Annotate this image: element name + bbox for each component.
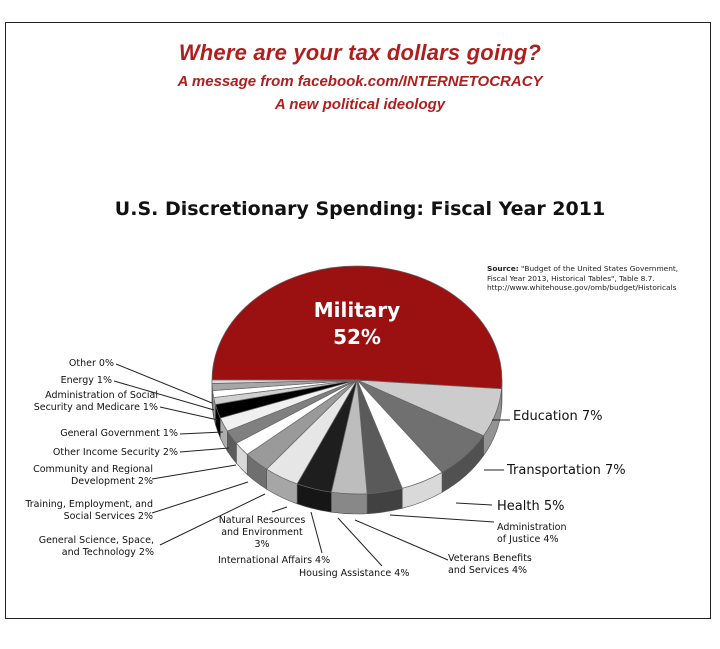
slice-label-natural-resources-and-environment: Natural Resources and Environment 3%: [219, 515, 306, 550]
slice-value-military: 52%: [333, 325, 381, 349]
slice-label-general-government: General Government 1%: [60, 428, 178, 439]
leader-line-housing-assistance: [337, 517, 383, 567]
slice-label-administration-of-justice: Administration of Justice 4%: [497, 522, 567, 545]
subheadline: A message from facebook.com/INTERNETOCRA…: [177, 73, 543, 90]
chart-title: U.S. Discretionary Spending: Fiscal Year…: [114, 198, 606, 220]
source-text-3: http://www.whitehouse.gov/omb/budget/His…: [487, 283, 677, 292]
leader-line-other: [115, 363, 213, 404]
slice-label-community-and-regional-development: Community and Regional Development 2%: [33, 464, 153, 487]
leader-line-general-science-space-and-technology: [159, 493, 266, 546]
leader-line-administration-of-social-security-and-medicare: [159, 406, 219, 421]
pie-slice-other: [211, 379, 358, 384]
slice-label-other-income-security: Other Income Security 2%: [53, 447, 178, 458]
source-label: Source:: [487, 264, 519, 273]
pie-slice-military: [211, 265, 503, 390]
leader-line-training-employment-and-social-services: [151, 481, 249, 514]
source-note: Source: "Budget of the United States Gov…: [487, 264, 712, 293]
leader-line-energy: [113, 380, 215, 411]
slice-label-military: Military: [314, 298, 400, 322]
slice-label-transportation: Transportation 7%: [506, 463, 626, 478]
leader-line-general-government: [179, 431, 224, 435]
pie-side-faces: [211, 379, 503, 515]
source-text-2: Fiscal Year 2013, Historical Tables", Ta…: [487, 273, 655, 283]
slice-label-other: Other 0%: [69, 358, 114, 369]
slice-label-health: Health 5%: [497, 499, 564, 514]
slice-label-general-science-space-and-technology: General Science, Space, and Technology 2%: [39, 535, 154, 558]
headline: Where are your tax dollars going?: [178, 40, 542, 65]
leader-line-community-and-regional-development: [151, 464, 237, 480]
slice-label-energy: Energy 1%: [61, 375, 112, 386]
pie-top-faces: [211, 265, 503, 495]
slice-labels: Education 7% Transportation 7% Health 5% Ad…: [24, 358, 625, 579]
slice-label-education: Education 7%: [513, 409, 602, 424]
slice-label-international-affairs: International Affairs 4%: [218, 555, 330, 566]
slice-label-training-employment-and-social-services: Training, Employment, and Social Services…: [24, 499, 153, 522]
leader-line-health: [455, 502, 493, 506]
source-text-1: "Budget of the United States Government,: [521, 264, 679, 273]
leader-line-administration-of-justice: [389, 514, 495, 523]
pie-side-veterans-benefits-and-services: [331, 491, 368, 515]
slice-label-housing-assistance: Housing Assistance 4%: [299, 568, 409, 579]
tagline: A new political ideology: [274, 96, 446, 113]
leader-line-other-income-security: [179, 447, 230, 453]
slice-label-administration-of-social-security-and-medicare: Administration of Social Security and Med…: [34, 390, 158, 413]
slice-label-veterans-benefits-and-services: Veterans Benefits and Services 4%: [448, 553, 532, 576]
leader-line-veterans-benefits-and-services: [354, 519, 449, 561]
leader-line-international-affairs: [310, 511, 323, 554]
leader-line-natural-resources-and-environment: [271, 506, 288, 513]
